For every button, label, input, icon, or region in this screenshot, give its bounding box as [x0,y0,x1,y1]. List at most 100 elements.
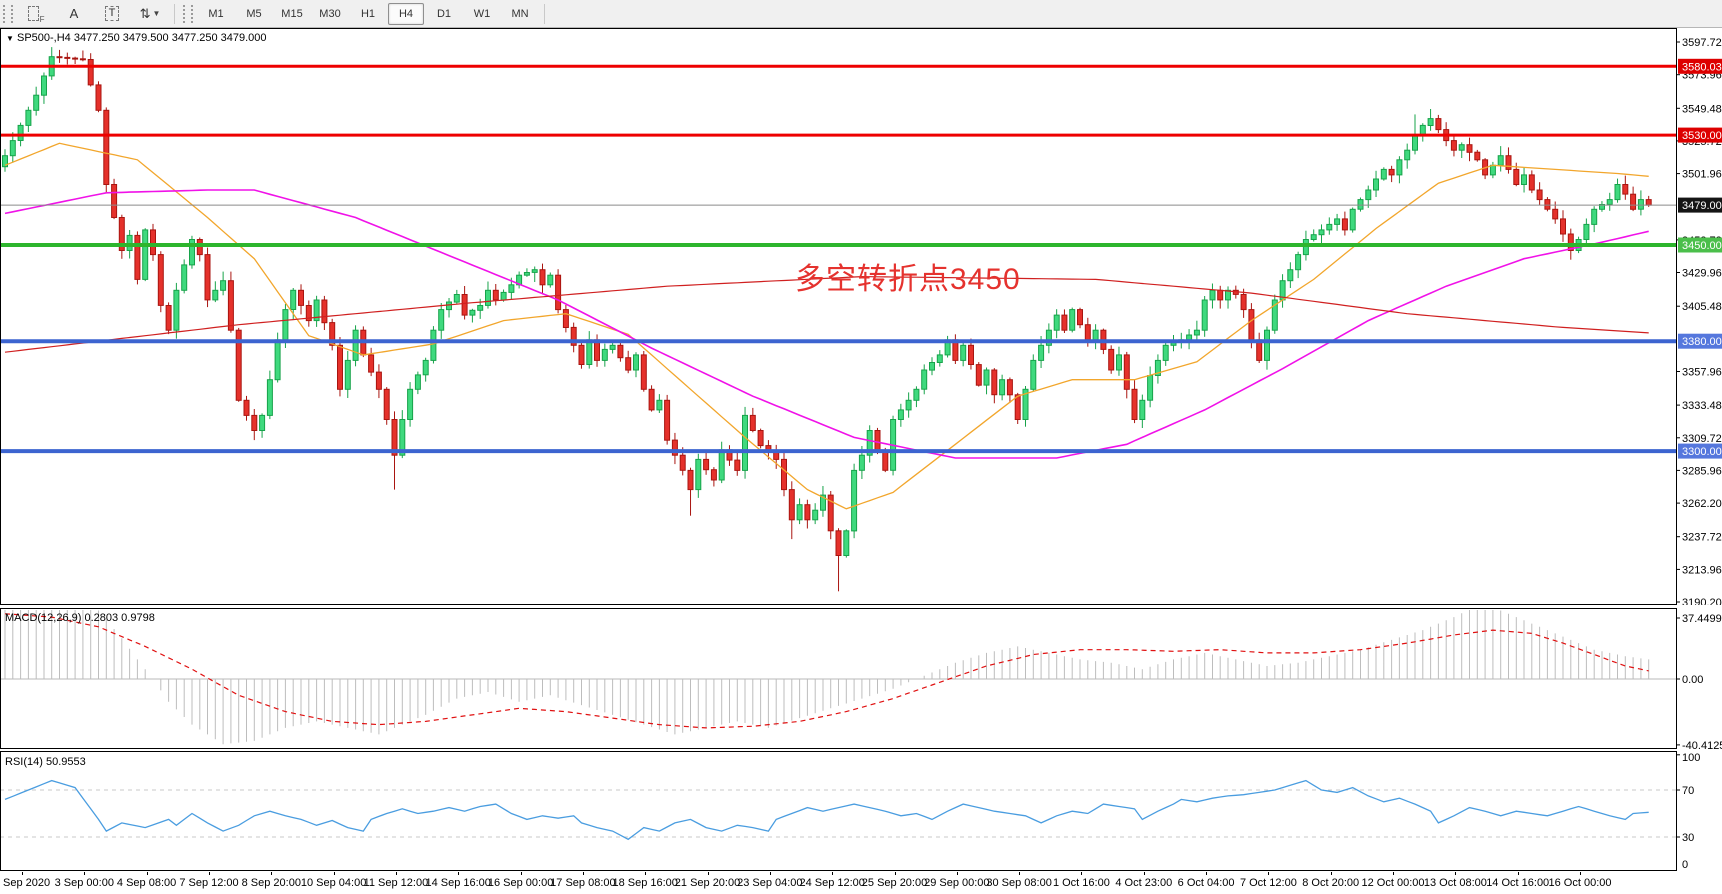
time-tick [1393,872,1394,875]
toolbar-separator-2 [544,3,545,24]
price-tags: 3580.039 3530.000 3479.000 3450.000 3380.000… [1678,58,1722,459]
toolbar-drag-handle[interactable] [3,4,13,23]
time-tick [146,872,148,875]
svg-text:3429.960: 3429.960 [1682,268,1722,280]
timeframe-button-M5[interactable]: M5 [246,7,262,20]
timeframe-button-D1[interactable]: D1 [436,7,452,20]
timeframe-button-H4[interactable]: H4 [388,2,424,25]
svg-text:70: 70 [1682,785,1694,797]
macd-indicator-label: MACD(12,26,9) 0.2803 0.9798 [5,612,155,624]
price-chart-svg[interactable]: 3597.7203573.9603549.4803525.7203501.960… [0,28,1722,605]
time-label: 16 Oct 00:00 [1548,877,1612,889]
price-chart-panel[interactable]: 3597.7203573.9603549.4803525.7203501.960… [0,28,1722,605]
rsi-frame [0,751,1677,871]
time-tick [1455,872,1457,875]
time-label: 16 Sep 00:00 [487,877,554,889]
time-label: 6 Oct 04:00 [1177,877,1235,889]
chart-title-row: ▼ SP500-,H4 3477.250 3479.500 3477.250 3… [6,32,267,44]
svg-text:0.00: 0.00 [1682,674,1703,686]
time-label: 25 Sep 20:00 [861,877,928,889]
macd-axis-labels[interactable]: 37.4499 0.00 -40.4125 [1676,613,1722,749]
time-label: 4 Sep 08:00 [116,877,177,889]
svg-text:3190.200: 3190.200 [1682,597,1722,605]
time-tick [707,872,709,875]
svg-text:3597.720: 3597.720 [1682,37,1722,49]
timeframe-button-W1[interactable]: W1 [473,7,491,20]
chart-frame [0,28,1677,605]
text-box-tool-icon[interactable]: T [94,3,130,25]
time-label: 14 Oct 16:00 [1486,877,1550,889]
ma-mid-magenta [4,189,1649,459]
timeframe-button-MN[interactable]: MN [511,7,529,20]
time-tick [520,872,522,875]
rsi-svg[interactable]: 100 70 30 0 [0,751,1722,871]
time-tick [1268,872,1270,875]
macd-frame [0,608,1677,749]
toolbar: F A T ⇅ ▼ M1 M5 M15 M30 H1 H4 D1 W1 MN [0,0,1722,28]
time-label: 23 Sep 04:00 [737,877,803,889]
time-tick [209,872,210,875]
timeframe-button-H1[interactable]: H1 [360,7,376,20]
time-label: 7 Sep 12:00 [179,877,239,889]
timeframe-button-M30[interactable]: M30 [319,7,341,20]
time-label: 17 Sep 08:00 [550,877,616,889]
svg-text:3237.720: 3237.720 [1682,532,1722,544]
time-label: 8 Sep 20:00 [241,877,301,889]
timeframe-button-M1[interactable]: M1 [208,7,224,20]
font-tool-icon[interactable]: A [69,6,79,21]
time-tick [645,872,647,875]
time-tick [894,872,896,875]
object-arrows-icon[interactable]: ⇅ ▼ [139,5,161,21]
svg-text:3501.960: 3501.960 [1682,169,1722,181]
time-tick [1206,872,1208,875]
time-tick [582,872,584,875]
svg-text:3380.000: 3380.000 [1682,336,1722,348]
rsi-line [4,779,1649,841]
macd-panel[interactable]: 37.4499 0.00 -40.4125 [0,608,1722,749]
time-label: 30 Sep 08:00 [986,877,1052,889]
toolbar-separator [174,3,175,24]
svg-text:3357.960: 3357.960 [1682,367,1722,379]
toolbar-drag-handle-2[interactable] [183,4,193,23]
time-label: 1 Oct 16:00 [1052,877,1110,889]
time-tick [1580,872,1581,875]
chart-shift-icon[interactable]: F [18,3,54,25]
time-label: 10 Sep 04:00 [300,877,367,889]
time-label: 13 Oct 08:00 [1423,877,1487,889]
chart-annotation-text: 多空转折点3450 [795,263,1021,296]
time-tick [458,872,460,875]
svg-text:3549.480: 3549.480 [1682,103,1722,115]
symbol-dropdown-icon[interactable]: ▼ [6,34,14,43]
timeframe-button-M15[interactable]: M15 [281,7,303,20]
rsi-axis-labels[interactable]: 100 70 30 0 [1676,752,1700,871]
time-label: 24 Sep 12:00 [799,877,865,889]
svg-text:3309.720: 3309.720 [1682,433,1722,445]
time-label: 14 Sep 16:00 [425,877,491,889]
timeframe-buttons-group: M1 M5 M15 M30 H1 H4 D1 W1 MN [197,2,539,25]
svg-text:3530.000: 3530.000 [1682,130,1722,142]
price-axis-labels[interactable]: 3597.7203573.9603549.4803525.7203501.960… [1676,37,1722,605]
time-tick [1081,872,1083,875]
time-tick [1143,872,1145,875]
chart-title: SP500-,H4 3477.250 3479.500 3477.250 347… [16,32,267,44]
macd-signal-line [4,613,1649,729]
time-tick [22,872,23,875]
svg-text:3213.960: 3213.960 [1682,564,1722,576]
time-label: 7 Oct 12:00 [1239,877,1297,889]
macd-svg[interactable]: 37.4499 0.00 -40.4125 [0,608,1722,749]
time-tick [84,872,86,875]
svg-text:3450.000: 3450.000 [1682,240,1722,252]
time-tick [1019,872,1021,875]
svg-text:3300.000: 3300.000 [1682,446,1722,458]
time-tick [271,872,273,875]
svg-text:3479.000: 3479.000 [1682,200,1722,212]
time-tick [333,872,335,875]
time-label: 12 Oct 00:00 [1361,877,1425,889]
rsi-panel[interactable]: 100 70 30 0 [0,751,1722,871]
dropdown-caret-icon[interactable]: ▼ [152,9,161,18]
macd-histogram [4,610,1650,745]
time-tick [769,872,771,875]
drawing-tools-group: F A T ⇅ ▼ [17,3,169,25]
svg-text:3285.960: 3285.960 [1682,465,1722,477]
